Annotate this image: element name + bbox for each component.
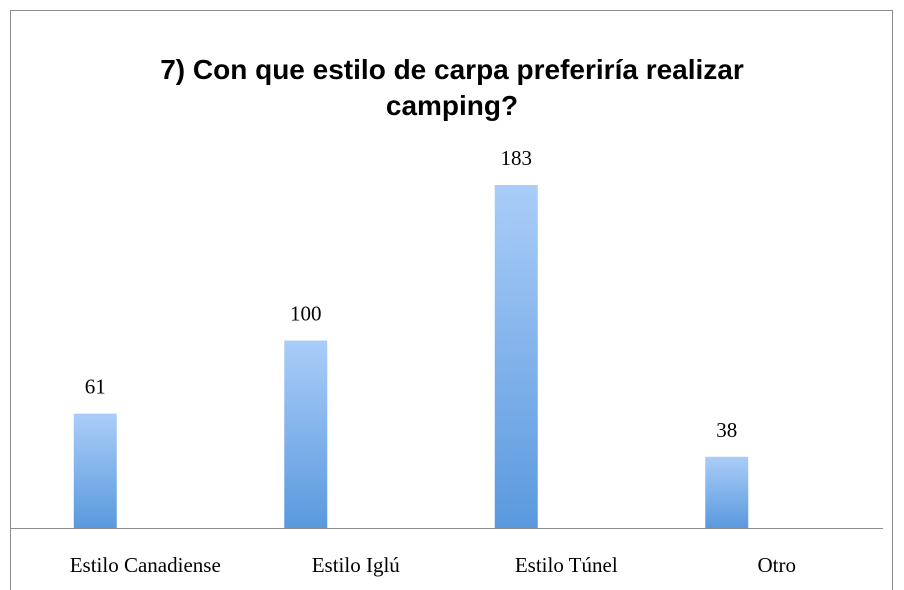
- value-label: 100: [290, 302, 322, 326]
- chart-title: 7) Con que estilo de carpa preferiría re…: [160, 54, 744, 121]
- bar: [284, 340, 328, 528]
- x-tick-label: Estilo Iglú: [312, 553, 401, 577]
- bar: [705, 456, 749, 528]
- value-label: 183: [501, 146, 533, 170]
- bar: [494, 185, 538, 528]
- x-tick-label: Estilo Túnel: [515, 553, 618, 577]
- value-label: 38: [716, 418, 737, 442]
- value-label: 61: [85, 375, 106, 399]
- chart-border: [10, 10, 893, 590]
- bar: [73, 413, 117, 528]
- x-tick-label: Estilo Canadiense: [70, 553, 221, 577]
- x-tick-label: Otro: [758, 553, 797, 577]
